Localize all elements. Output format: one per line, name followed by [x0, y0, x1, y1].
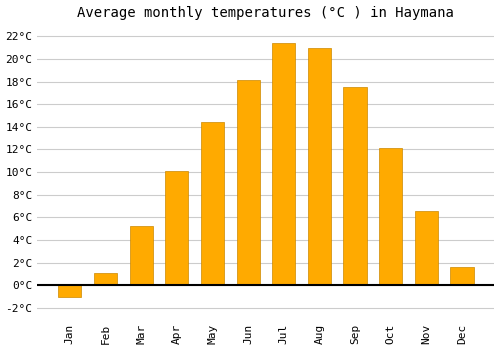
Title: Average monthly temperatures (°C ) in Haymana: Average monthly temperatures (°C ) in Ha…	[78, 6, 454, 20]
Bar	[58, 285, 82, 297]
Bar	[415, 211, 438, 285]
Bar	[272, 43, 295, 285]
Bar	[379, 148, 402, 285]
Bar	[201, 122, 224, 285]
Bar	[165, 171, 188, 285]
Bar	[450, 267, 473, 285]
Bar	[308, 48, 331, 285]
Bar	[344, 87, 366, 285]
Bar	[236, 80, 260, 285]
Bar	[130, 226, 152, 285]
Bar	[94, 273, 117, 285]
